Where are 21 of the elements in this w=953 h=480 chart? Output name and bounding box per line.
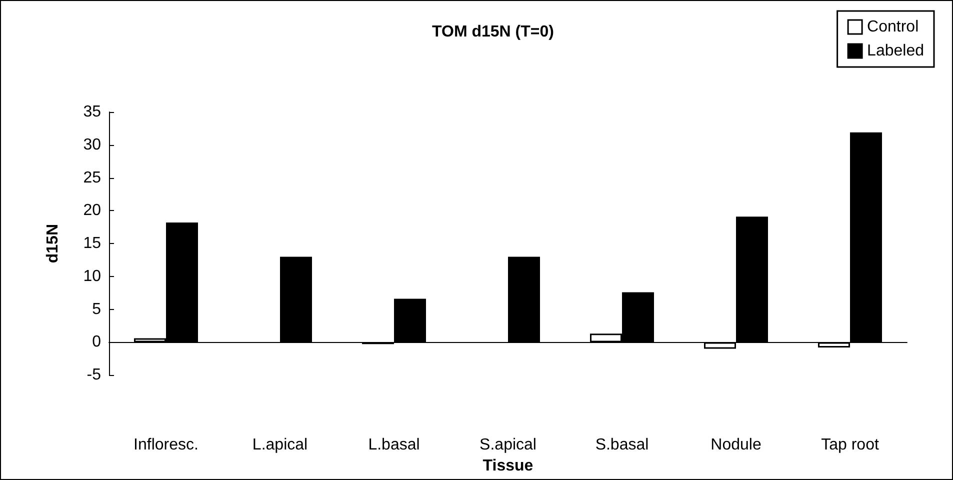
legend-label: Labeled (867, 42, 924, 60)
x-tick-label: Nodule (710, 436, 762, 454)
x-tick-label: Tap root (821, 436, 880, 454)
y-tick-label: 25 (83, 169, 102, 186)
y-tick-label: 30 (83, 136, 102, 154)
x-tick-label: S.basal (595, 436, 649, 454)
chart-title: TOM d15N (T=0) (432, 24, 554, 40)
x-axis-title: Tissue (482, 458, 534, 474)
y-tick-label: 5 (92, 300, 102, 318)
y-tick-label: 10 (83, 268, 102, 285)
y-tick-label: 15 (83, 235, 102, 252)
x-tick-label: Infloresc. (134, 436, 198, 454)
y-axis-title: d15N (44, 224, 62, 264)
y-tick-label: 0 (92, 334, 102, 351)
y-tick-label: -5 (86, 366, 102, 384)
y-tick-label: 35 (83, 104, 102, 120)
x-tick-label: L.apical (252, 436, 308, 454)
legend-label: Control (867, 18, 919, 36)
x-tick-label: S.apical (480, 436, 536, 454)
y-tick-label: 20 (83, 202, 102, 220)
x-tick-label: L.basal (368, 436, 420, 454)
